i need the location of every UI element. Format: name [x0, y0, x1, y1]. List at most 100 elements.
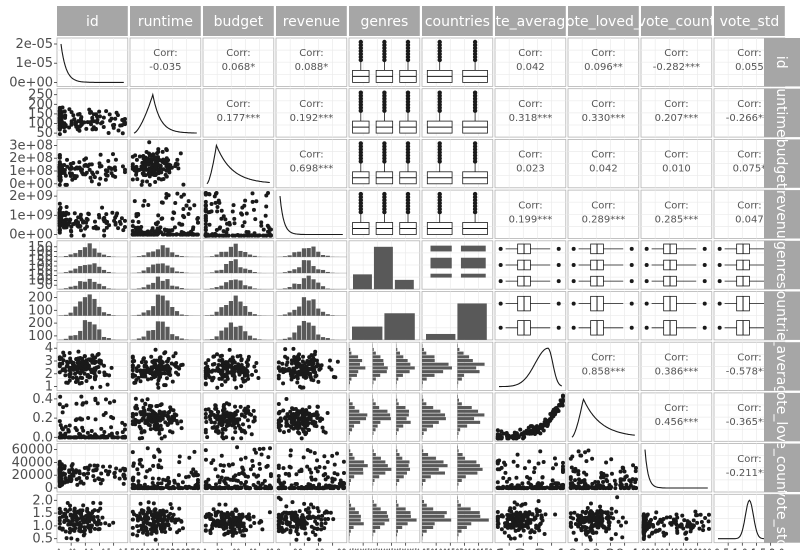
scatter-point [329, 485, 334, 490]
scatter-point [325, 411, 330, 416]
scatter-point [215, 209, 220, 214]
panel-r8-c5 [421, 443, 494, 493]
outlier-point [717, 301, 722, 306]
scatter-point [90, 385, 95, 390]
scatter-point [583, 450, 588, 455]
hist-bar [306, 300, 311, 316]
scatter-point [62, 162, 67, 167]
scatter-point [142, 198, 147, 203]
scatter-point [495, 480, 500, 485]
hist-bar [292, 332, 297, 340]
scatter-point [236, 362, 241, 367]
scatter-point [155, 381, 160, 386]
corr-value: 0.042 [589, 164, 618, 175]
hist-bar [349, 428, 353, 432]
scatter-point [79, 479, 84, 484]
scatter-point [230, 209, 235, 214]
hist-bar [82, 247, 88, 257]
scatter-point [207, 192, 212, 197]
hist-bar [457, 453, 463, 457]
hist-bar [422, 351, 427, 355]
scatter-point [57, 113, 62, 118]
scatter-point [77, 363, 82, 368]
scatter-point [138, 457, 143, 462]
scatter-point [313, 477, 318, 482]
hist-bar [73, 268, 78, 274]
scatter-point [212, 194, 217, 199]
hist-bar [292, 252, 297, 257]
scatter-point [74, 124, 79, 129]
scatter-point [215, 204, 220, 209]
scatter-point [146, 162, 151, 167]
panel-r5-c2 [202, 291, 275, 341]
scatter-point [276, 474, 281, 479]
scatter-point [257, 461, 262, 466]
scatter-point [515, 484, 520, 489]
scatter-point [242, 414, 247, 419]
scatter-point [221, 469, 226, 474]
hist-bar [320, 255, 326, 257]
hist-bar [243, 252, 248, 257]
hist-bar [219, 269, 224, 274]
scatter-point [618, 479, 623, 484]
outlier-point [717, 325, 722, 330]
panel-r3-c8: Corr:0.285*** [640, 189, 713, 239]
scatter-point [515, 463, 520, 468]
outlier-point [571, 301, 576, 306]
scatter-point [230, 366, 235, 371]
outlier-point [717, 246, 722, 251]
scatter-point [102, 363, 107, 368]
hist-bar [214, 311, 219, 316]
scatter-point [175, 232, 180, 237]
scatter-point [77, 381, 82, 386]
hist-bar [243, 285, 248, 290]
scatter-point [266, 191, 271, 196]
scatter-point [307, 367, 312, 372]
scatter-point [145, 397, 150, 402]
scatter-point [85, 217, 90, 222]
scatter-point [109, 433, 114, 438]
scatter-point [69, 536, 74, 541]
scatter-point [246, 404, 251, 409]
scatter-point [65, 164, 70, 169]
scatter-point [141, 405, 146, 410]
scatter-point [63, 424, 68, 429]
hist-bar [349, 402, 353, 406]
hist-bar [349, 449, 351, 453]
hist-bar [372, 453, 376, 457]
diag-bar [394, 279, 414, 290]
scatter-point [177, 454, 182, 459]
scatter-point [294, 424, 299, 429]
scatter-point [166, 475, 171, 480]
scatter-point [64, 182, 69, 187]
panel-r6-c8: Corr:0.386*** [640, 341, 713, 392]
hist-bar [170, 267, 175, 274]
scatter-point [291, 375, 296, 380]
scatter-point [99, 164, 104, 169]
hist-bar [422, 413, 446, 417]
hist-bar [457, 366, 477, 370]
hist-bar [396, 359, 408, 363]
panel-r2-c8: Corr:0.010 [640, 138, 713, 189]
outlier-point [472, 108, 478, 113]
scatter-point [130, 414, 135, 419]
scatter-point [139, 360, 144, 365]
scatter-point [97, 114, 102, 119]
scatter-point [211, 375, 216, 380]
density-curve [60, 43, 124, 83]
hist-bar [219, 330, 224, 340]
scatter-point [305, 447, 310, 452]
scatter-point [289, 485, 294, 490]
scatter-point [292, 354, 297, 359]
outlier-point [629, 301, 634, 306]
scatter-point [179, 194, 184, 199]
hist-bar [151, 330, 156, 340]
hist-bar [396, 351, 400, 355]
count-tile [430, 273, 452, 278]
scatter-point [304, 369, 309, 374]
scatter-point [334, 484, 339, 489]
hist-bar [68, 335, 73, 340]
corr-value: 0.042 [516, 62, 545, 73]
scatter-point [248, 486, 253, 491]
scatter-point [193, 470, 198, 475]
